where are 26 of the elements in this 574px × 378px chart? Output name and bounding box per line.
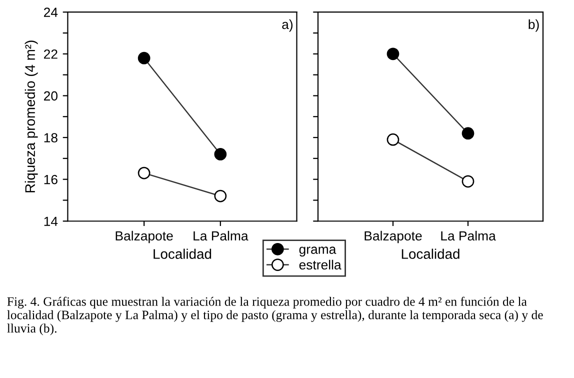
legend-label: grama — [299, 246, 336, 257]
y-tick-label: 22 — [44, 49, 58, 59]
x-axis-title: Localidad — [154, 248, 212, 259]
y-tick-label: 16 — [44, 174, 58, 184]
point — [214, 190, 227, 202]
annotation: a) — [282, 19, 293, 32]
x-tick-label: Balzapote — [364, 230, 422, 244]
y-axis-title: Riqueza promedio (4 m²) — [24, 40, 38, 192]
x-tick-label: Balzapote — [116, 230, 173, 244]
x-axis-title: Localidad — [402, 248, 460, 259]
y-tick-label: 24 — [44, 8, 58, 17]
annotation: b) — [528, 19, 539, 32]
point — [214, 148, 227, 160]
y-tick-label: 20 — [44, 91, 58, 101]
point — [462, 127, 474, 140]
x-tick-label: La Palma — [441, 230, 496, 241]
point — [462, 175, 474, 188]
x-tick-label: La Palma — [194, 230, 248, 241]
point — [138, 52, 150, 64]
point — [386, 133, 400, 146]
y-tick-label: 18 — [44, 133, 58, 142]
y-tick-label: 14 — [44, 216, 58, 226]
point — [138, 166, 150, 180]
point — [386, 48, 400, 60]
legend-label: estrella — [299, 260, 342, 270]
caption: Fig. 4. Gráficas que muestran la variación de la riqueza promedio por cuadro de 4 m² en función de la localidad (Balzapote y La Palma) y el tipo de pasto (grama y estrella), durante la temporada seca (a) y de lluvia (b). — [7, 296, 543, 336]
